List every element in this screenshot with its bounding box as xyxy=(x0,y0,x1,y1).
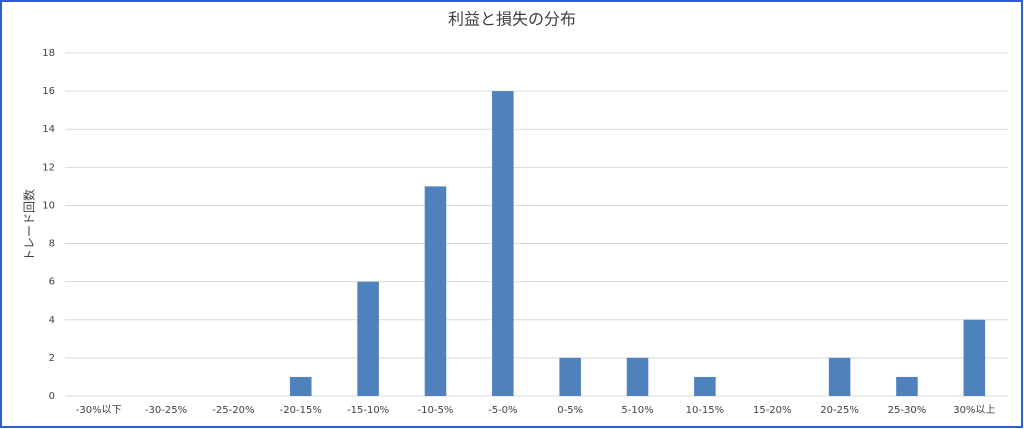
x-tick-label: -25-20% xyxy=(212,405,254,416)
y-tick-label: 4 xyxy=(49,315,55,326)
x-tick-label: 30%以上 xyxy=(953,404,995,416)
bar xyxy=(694,376,716,396)
x-tick-label: -10-5% xyxy=(418,405,454,416)
x-tick-label: 5-10% xyxy=(621,405,653,416)
y-tick-label: 0 xyxy=(49,391,55,402)
x-tick-label: -30-25% xyxy=(145,405,187,416)
y-tick-label: 8 xyxy=(49,239,55,250)
bar xyxy=(828,357,851,396)
y-tick-label: 12 xyxy=(42,162,55,173)
bar xyxy=(424,186,447,396)
y-tick-label: 18 xyxy=(42,48,55,59)
y-tick-label: 2 xyxy=(49,353,55,364)
bar xyxy=(896,376,918,396)
x-tick-label: -30%以下 xyxy=(76,405,122,416)
y-tick-label: 14 xyxy=(42,124,55,135)
bar xyxy=(289,376,312,396)
x-tick-label: 0-5% xyxy=(557,405,583,416)
y-axis-label: トレード回数 xyxy=(22,189,37,261)
chart-title: 利益と損失の分布 xyxy=(448,10,576,29)
x-tick-label: 15-20% xyxy=(753,405,792,416)
bar xyxy=(492,91,514,396)
bar xyxy=(357,281,379,396)
x-tick-label: 25-30% xyxy=(888,405,927,416)
x-tick-label: -20-15% xyxy=(280,405,322,416)
y-tick-label: 10 xyxy=(42,200,55,211)
x-tick-label: 10-15% xyxy=(686,405,725,416)
x-tick-label: -15-10% xyxy=(347,405,389,416)
x-tick-label: -5-0% xyxy=(488,405,517,416)
bar xyxy=(626,357,649,396)
y-tick-label: 6 xyxy=(49,277,55,288)
x-tick-label: 20-25% xyxy=(820,405,859,416)
bar xyxy=(963,319,986,396)
bar xyxy=(559,357,581,396)
y-tick-label: 16 xyxy=(42,86,55,97)
